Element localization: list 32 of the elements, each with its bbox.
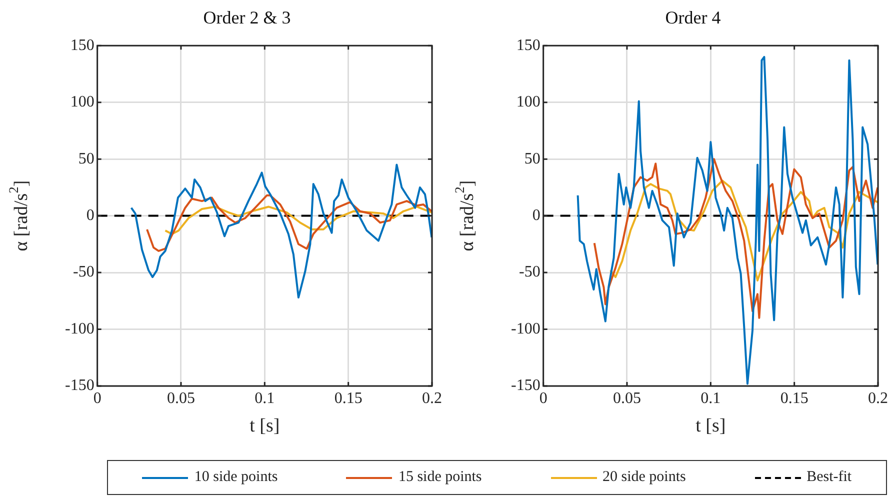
y-tick-label: -50: [519, 264, 540, 281]
y-tick-label: 100: [70, 94, 94, 111]
x-axis-title: t [s]: [250, 416, 280, 437]
chart-title: Order 2 & 3: [203, 8, 291, 28]
x-tick-label: 0.15: [780, 390, 808, 407]
legend-label: 20 side points: [602, 469, 686, 486]
x-tick-label: 0.1: [254, 390, 275, 407]
y-tick-label: 50: [524, 150, 540, 168]
y-tick-label: -150: [65, 377, 94, 394]
y-tick-label: -50: [73, 264, 94, 281]
x-tick-label: 0.05: [166, 390, 195, 407]
chart-title: Order 4: [665, 8, 721, 28]
y-tick-label: -150: [511, 377, 540, 394]
y-axis-title: α [rad/s2]: [6, 180, 32, 252]
x-tick-label: 0.2: [422, 390, 442, 407]
y-tick-label: -100: [511, 320, 540, 338]
y-axis-title: α [rad/s2]: [452, 180, 478, 252]
y-tick-label: 100: [516, 94, 540, 111]
y-tick-label: 150: [70, 36, 94, 54]
x-tick-label: 0.2: [868, 390, 888, 407]
x-tick-label: 0.1: [700, 390, 721, 407]
legend-label: 15 side points: [398, 469, 482, 486]
y-tick-label: 50: [78, 150, 94, 168]
y-tick-label: 150: [516, 36, 540, 54]
x-tick-label: 0.05: [612, 390, 641, 407]
y-tick-label: 0: [532, 207, 540, 224]
y-tick-label: -100: [65, 320, 94, 338]
y-tick-label: 0: [86, 207, 94, 224]
legend-label: Best-fit: [806, 469, 852, 486]
x-tick-label: 0.15: [334, 390, 362, 407]
x-axis-title: t [s]: [696, 416, 726, 437]
legend-label: 10 side points: [194, 469, 278, 486]
